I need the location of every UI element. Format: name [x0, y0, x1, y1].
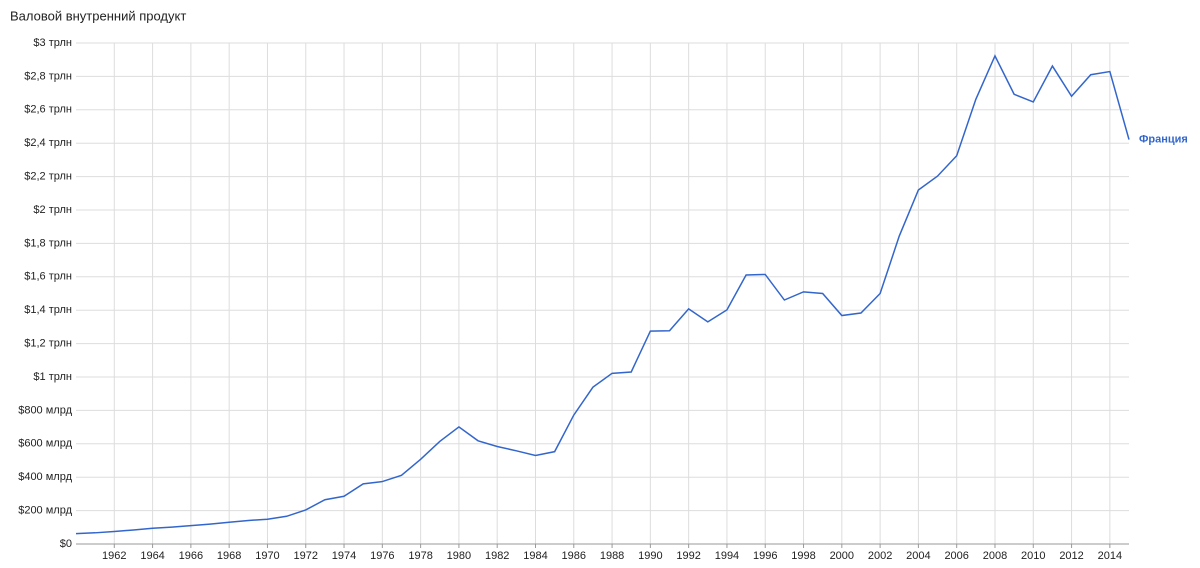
x-tick-label: 1968 — [217, 550, 241, 562]
y-tick-label: $1,2 трлн — [24, 338, 72, 350]
y-tick-label: $200 млрд — [18, 505, 72, 517]
y-tick-label: $1 трлн — [33, 371, 72, 383]
y-tick-label: $800 млрд — [18, 404, 72, 416]
y-tick-label: $600 млрд — [18, 438, 72, 450]
x-tick-label: 2006 — [944, 550, 968, 562]
x-tick-label: 1996 — [753, 550, 777, 562]
x-tick-label: 2010 — [1021, 550, 1045, 562]
series-label: Франция — [1139, 133, 1188, 145]
chart-title: Валовой внутренний продукт — [10, 8, 186, 23]
y-tick-label: $1,6 трлн — [24, 271, 72, 283]
x-tick-label: 1998 — [791, 550, 815, 562]
x-tick-label: 2008 — [983, 550, 1007, 562]
x-tick-label: 1974 — [332, 550, 356, 562]
x-tick-label: 2002 — [868, 550, 892, 562]
y-tick-label: $2,4 трлн — [24, 137, 72, 149]
y-tick-label: $3 трлн — [33, 37, 72, 49]
x-tick-label: 2014 — [1098, 550, 1122, 562]
x-tick-label: 1994 — [715, 550, 739, 562]
x-tick-label: 1978 — [408, 550, 432, 562]
x-tick-label: 1972 — [294, 550, 318, 562]
x-tick-label: 2012 — [1059, 550, 1083, 562]
y-tick-label: $1,4 трлн — [24, 304, 72, 316]
x-tick-label: 2000 — [830, 550, 854, 562]
x-tick-label: 1990 — [638, 550, 662, 562]
y-tick-label: $2,6 трлн — [24, 104, 72, 116]
x-tick-label: 1976 — [370, 550, 394, 562]
x-tick-label: 1988 — [600, 550, 624, 562]
x-tick-label: 2004 — [906, 550, 930, 562]
y-tick-label: $400 млрд — [18, 471, 72, 483]
y-tick-label: $2,8 трлн — [24, 70, 72, 82]
x-tick-label: 1964 — [140, 550, 164, 562]
x-tick-label: 1982 — [485, 550, 509, 562]
y-tick-label: $2 трлн — [33, 204, 72, 216]
y-tick-label: $2,2 трлн — [24, 171, 72, 183]
x-tick-label: 1966 — [179, 550, 203, 562]
y-tick-label: $0 — [60, 538, 72, 550]
x-tick-label: 1962 — [102, 550, 126, 562]
x-tick-label: 1970 — [255, 550, 279, 562]
x-tick-label: 1992 — [676, 550, 700, 562]
x-tick-label: 1986 — [562, 550, 586, 562]
x-tick-label: 1984 — [523, 550, 547, 562]
line-series — [75, 54, 1130, 535]
y-tick-label: $1,8 трлн — [24, 237, 72, 249]
x-tick-label: 1980 — [447, 550, 471, 562]
